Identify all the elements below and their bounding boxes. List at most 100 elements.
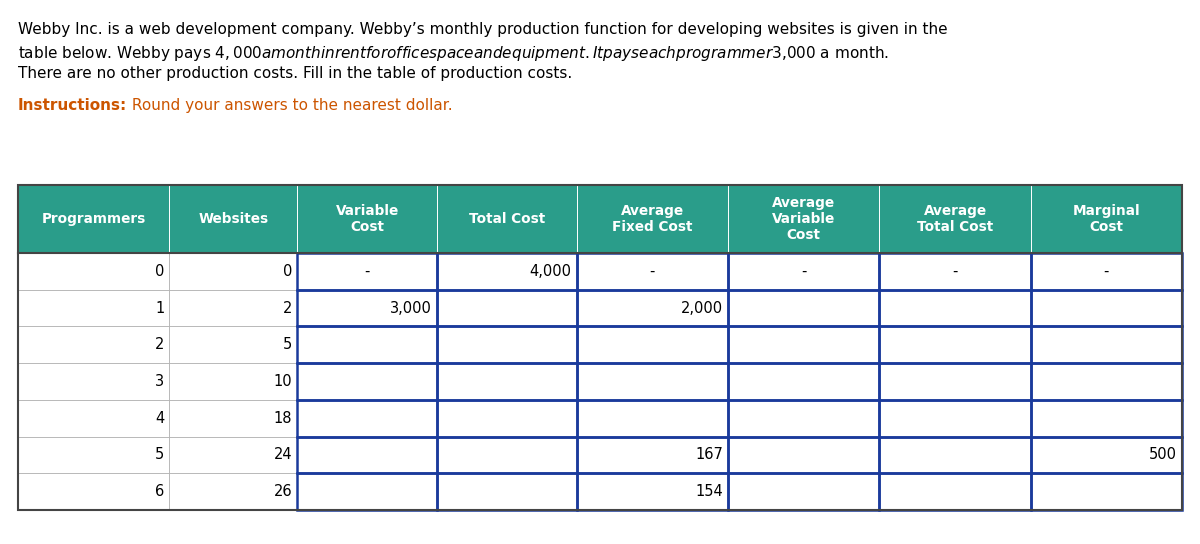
Bar xyxy=(880,473,1031,510)
Bar xyxy=(298,326,437,363)
Bar xyxy=(728,363,880,400)
Bar xyxy=(728,326,880,363)
Bar xyxy=(437,363,577,400)
Text: Variable
Cost: Variable Cost xyxy=(336,204,398,234)
Bar xyxy=(880,400,1031,437)
Bar xyxy=(728,253,880,290)
Text: 2: 2 xyxy=(283,301,293,316)
Text: 1: 1 xyxy=(155,301,164,316)
Bar xyxy=(577,363,728,400)
Bar xyxy=(728,437,880,473)
Text: There are no other production costs. Fill in the table of production costs.: There are no other production costs. Fil… xyxy=(18,66,572,81)
Bar xyxy=(728,290,880,326)
Text: 167: 167 xyxy=(695,447,724,462)
Bar xyxy=(1031,400,1182,437)
Bar xyxy=(298,185,437,253)
Text: Marginal
Cost: Marginal Cost xyxy=(1073,204,1140,234)
Text: -: - xyxy=(365,264,370,279)
Bar xyxy=(880,290,1031,326)
Bar xyxy=(169,326,298,363)
Bar xyxy=(298,437,437,473)
Bar xyxy=(577,326,728,363)
Bar xyxy=(437,290,577,326)
Bar xyxy=(18,363,169,400)
Text: Websites: Websites xyxy=(198,212,269,226)
Bar xyxy=(298,290,437,326)
Bar xyxy=(298,326,437,363)
Bar xyxy=(18,185,1182,510)
Bar xyxy=(1031,363,1182,400)
Bar xyxy=(728,290,880,326)
Bar xyxy=(880,400,1031,437)
Bar xyxy=(437,290,577,326)
Bar xyxy=(880,437,1031,473)
Bar xyxy=(18,185,169,253)
Bar xyxy=(298,473,437,510)
Bar xyxy=(169,253,298,290)
Bar xyxy=(880,363,1031,400)
Text: 4: 4 xyxy=(155,411,164,426)
Bar xyxy=(1031,290,1182,326)
Bar xyxy=(728,473,880,510)
Bar xyxy=(880,290,1031,326)
Bar xyxy=(880,326,1031,363)
Bar xyxy=(437,363,577,400)
Text: 3: 3 xyxy=(155,374,164,389)
Text: -: - xyxy=(649,264,655,279)
Bar xyxy=(437,253,577,290)
Text: 4,000: 4,000 xyxy=(529,264,571,279)
Text: Round your answers to the nearest dollar.: Round your answers to the nearest dollar… xyxy=(127,98,452,113)
Bar xyxy=(728,437,880,473)
Bar xyxy=(1031,326,1182,363)
Bar xyxy=(728,185,880,253)
Bar xyxy=(1031,363,1182,400)
Bar xyxy=(880,253,1031,290)
Bar xyxy=(577,290,728,326)
Bar xyxy=(880,326,1031,363)
Bar xyxy=(437,185,577,253)
Text: Average
Variable
Cost: Average Variable Cost xyxy=(772,196,835,242)
Bar xyxy=(880,185,1031,253)
Bar xyxy=(728,363,880,400)
Text: 2: 2 xyxy=(155,337,164,353)
Bar xyxy=(880,473,1031,510)
Text: 3,000: 3,000 xyxy=(390,301,432,316)
Text: 0: 0 xyxy=(283,264,293,279)
Bar xyxy=(1031,473,1182,510)
Bar xyxy=(1031,437,1182,473)
Bar xyxy=(169,437,298,473)
Bar xyxy=(437,473,577,510)
Text: -: - xyxy=(802,264,806,279)
Bar xyxy=(437,253,577,290)
Bar xyxy=(577,326,728,363)
Bar xyxy=(577,437,728,473)
Bar xyxy=(18,253,169,290)
Text: Instructions:: Instructions: xyxy=(18,98,127,113)
Bar xyxy=(577,473,728,510)
Bar xyxy=(577,437,728,473)
Bar xyxy=(880,363,1031,400)
Bar xyxy=(18,437,169,473)
Bar xyxy=(437,400,577,437)
Bar xyxy=(298,253,437,290)
Bar xyxy=(577,473,728,510)
Text: 18: 18 xyxy=(274,411,293,426)
Bar xyxy=(298,400,437,437)
Text: 10: 10 xyxy=(274,374,293,389)
Bar xyxy=(298,400,437,437)
Text: 5: 5 xyxy=(283,337,293,353)
Bar xyxy=(169,185,298,253)
Text: 6: 6 xyxy=(155,484,164,499)
Text: Webby Inc. is a web development company. Webby’s monthly production function for: Webby Inc. is a web development company.… xyxy=(18,22,948,37)
Bar xyxy=(1031,326,1182,363)
Bar xyxy=(169,363,298,400)
Bar xyxy=(1031,253,1182,290)
Bar xyxy=(18,290,169,326)
Bar xyxy=(169,473,298,510)
Bar xyxy=(437,437,577,473)
Bar xyxy=(577,185,728,253)
Bar xyxy=(437,400,577,437)
Bar xyxy=(169,290,298,326)
Bar xyxy=(298,290,437,326)
Text: 500: 500 xyxy=(1148,447,1177,462)
